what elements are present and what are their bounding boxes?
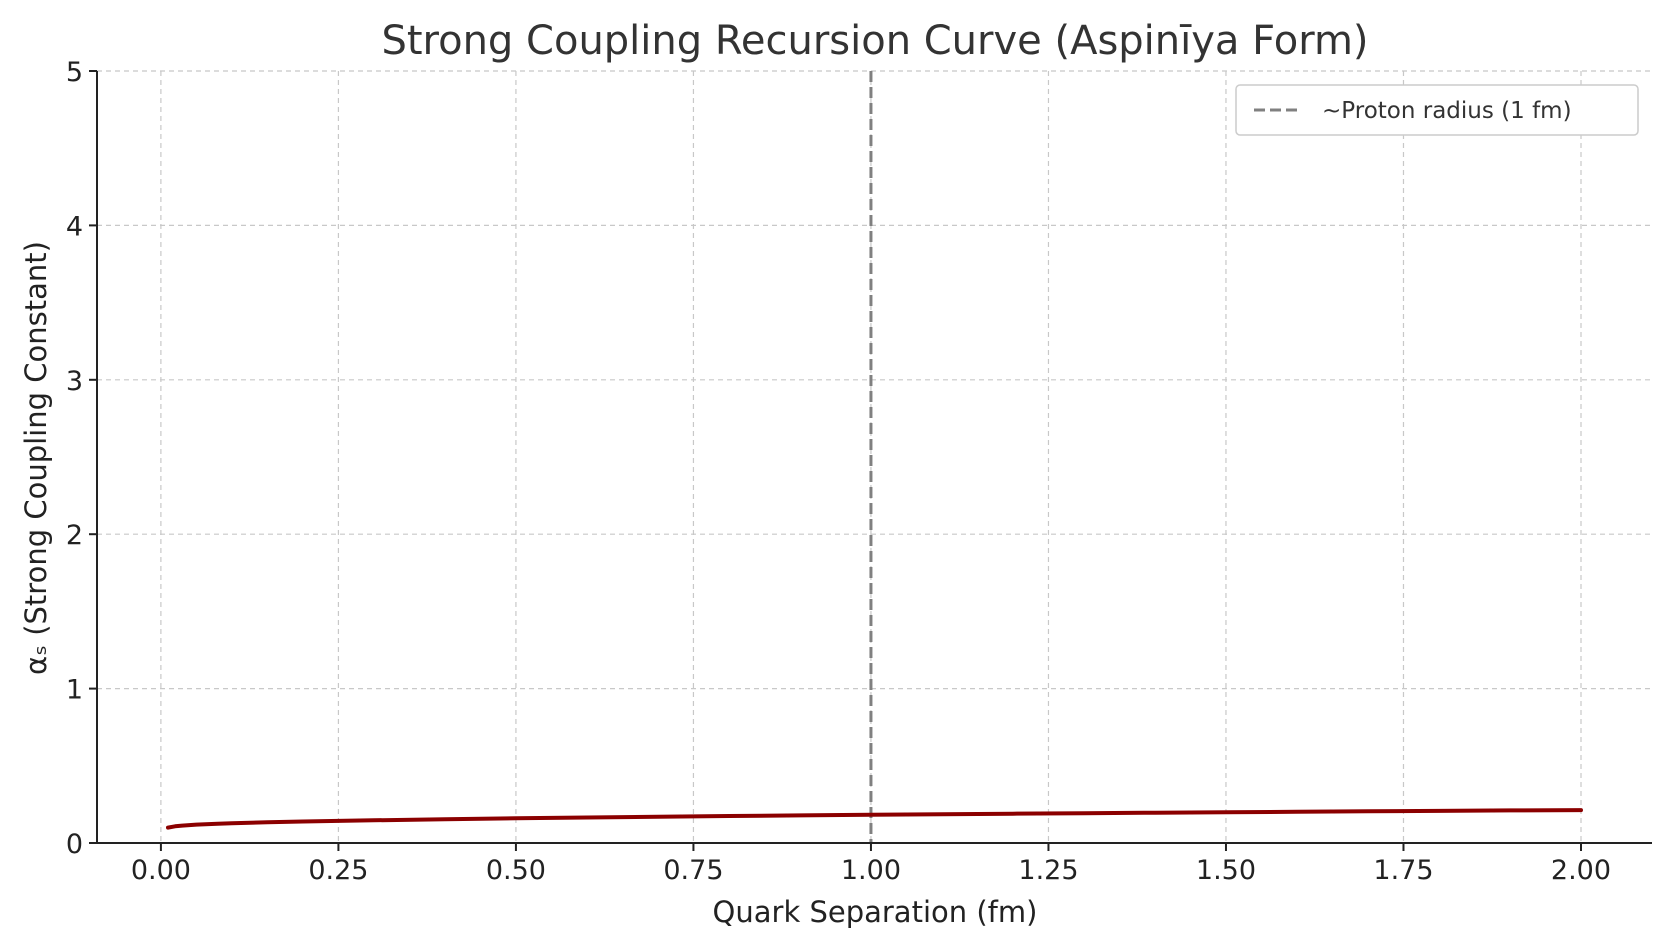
y-tick-label-3: 3 bbox=[66, 366, 83, 397]
legend-label-0: ~Proton radius (1 fm) bbox=[1322, 98, 1572, 124]
y-tick-label-2: 2 bbox=[66, 520, 83, 551]
y-tick-label-1: 1 bbox=[66, 675, 83, 706]
x-tick-label-2: 0.50 bbox=[486, 855, 546, 886]
x-axis-ticks: 0.00 0.25 0.50 0.75 1.00 1.25 1.50 1.75 2.00 bbox=[131, 843, 1611, 886]
y-tick-label-4: 4 bbox=[66, 211, 83, 242]
x-tick-label-6: 1.50 bbox=[1196, 855, 1256, 886]
y-tick-label-0: 0 bbox=[66, 829, 83, 860]
x-tick-label-0: 0.00 bbox=[131, 855, 191, 886]
x-tick-label-5: 1.25 bbox=[1018, 855, 1078, 886]
x-tick-label-1: 0.25 bbox=[308, 855, 368, 886]
x-tick-label-4: 1.00 bbox=[841, 855, 901, 886]
data-series bbox=[166, 808, 1583, 830]
y-axis-ticks: 0 1 2 3 4 5 bbox=[66, 57, 97, 860]
x-tick-label-7: 1.75 bbox=[1373, 855, 1433, 886]
legend-box bbox=[1235, 84, 1639, 136]
y-axis-label: αₛ (Strong Coupling Constant) bbox=[19, 241, 53, 675]
y-tick-label-5: 5 bbox=[66, 57, 83, 88]
axes-frame bbox=[96, 71, 1652, 844]
x-tick-label-3: 0.75 bbox=[663, 855, 723, 886]
chart-title: Strong Coupling Recursion Curve (Aspinīy… bbox=[381, 18, 1368, 64]
x-axis-label: Quark Separation (fm) bbox=[713, 895, 1038, 929]
series-line-0 bbox=[166, 808, 1583, 830]
gridlines bbox=[97, 70, 1652, 844]
x-tick-label-8: 2.00 bbox=[1551, 855, 1611, 886]
legend: ~Proton radius (1 fm) bbox=[1235, 84, 1639, 136]
